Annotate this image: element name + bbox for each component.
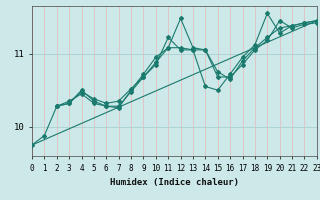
X-axis label: Humidex (Indice chaleur): Humidex (Indice chaleur): [110, 178, 239, 187]
